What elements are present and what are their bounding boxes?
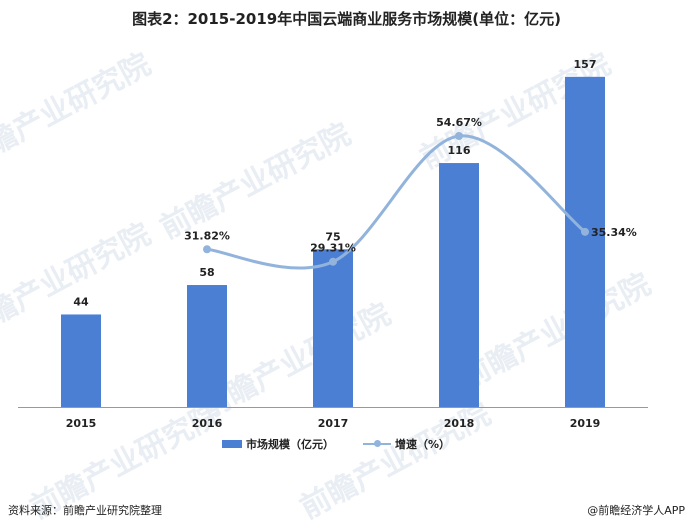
legend-item-market-size: 市场规模（亿元） — [222, 436, 334, 452]
bar-value-label-2018: 116 — [448, 144, 471, 157]
legend-swatch-line — [363, 439, 391, 449]
bar-series — [61, 76, 605, 407]
legend-label-growth: 增速（%） — [395, 438, 451, 451]
x-tick-label-2018: 2018 — [444, 417, 475, 430]
legend-label-market-size: 市场规模（亿元） — [246, 438, 334, 451]
watermark-text: 前瞻产业研究院 — [155, 117, 357, 246]
growth-value-label-2017: 29.31% — [310, 242, 356, 255]
bar-2018 — [439, 163, 479, 407]
x-tick-label-2019: 2019 — [570, 417, 601, 430]
growth-value-label-2019: 35.34% — [591, 226, 637, 239]
data-labels: 44 58 75 116 157 31.82% 29.31% 54.67% 35.34% — [73, 58, 636, 309]
legend-swatch-line-marker — [374, 440, 381, 447]
legend-swatch-bar — [222, 440, 242, 448]
growth-line — [206, 134, 586, 270]
x-tick-label-2016: 2016 — [192, 417, 223, 430]
bar-2015 — [61, 314, 101, 407]
chart-title: 图表2：2015-2019年中国云端商业服务市场规模(单位：亿元) — [132, 10, 561, 28]
growth-line-series — [203, 131, 589, 270]
bar-2016 — [187, 285, 227, 407]
bar-value-label-2019: 157 — [574, 58, 597, 71]
x-tick-label-2017: 2017 — [318, 417, 349, 430]
source-note: 资料来源：前瞻产业研究院整理 — [8, 504, 162, 517]
growth-point-2017 — [329, 257, 337, 266]
growth-point-2018 — [455, 131, 463, 140]
watermark-text: 前瞻产业研究院 — [0, 47, 156, 176]
x-axis: 2015 2016 2017 2018 2019 — [18, 407, 648, 430]
growth-value-label-2018: 54.67% — [436, 116, 482, 129]
legend-item-growth: 增速（%） — [363, 436, 450, 452]
growth-point-2016 — [203, 245, 211, 254]
legend: 市场规模（亿元） 增速（%） — [0, 436, 693, 460]
x-tick-label-2015: 2015 — [66, 417, 97, 430]
bar-value-label-2015: 44 — [73, 295, 89, 308]
growth-point-2019 — [581, 227, 589, 236]
bar-2019 — [565, 76, 605, 407]
watermark-text: 前瞻产业研究院 — [455, 267, 657, 396]
bar-value-label-2017: 75 — [325, 230, 340, 243]
brand-credit: @前瞻经济学人APP — [587, 504, 685, 517]
bar-2017 — [313, 249, 353, 407]
growth-value-label-2016: 31.82% — [184, 229, 230, 242]
bar-value-label-2016: 58 — [199, 266, 214, 279]
